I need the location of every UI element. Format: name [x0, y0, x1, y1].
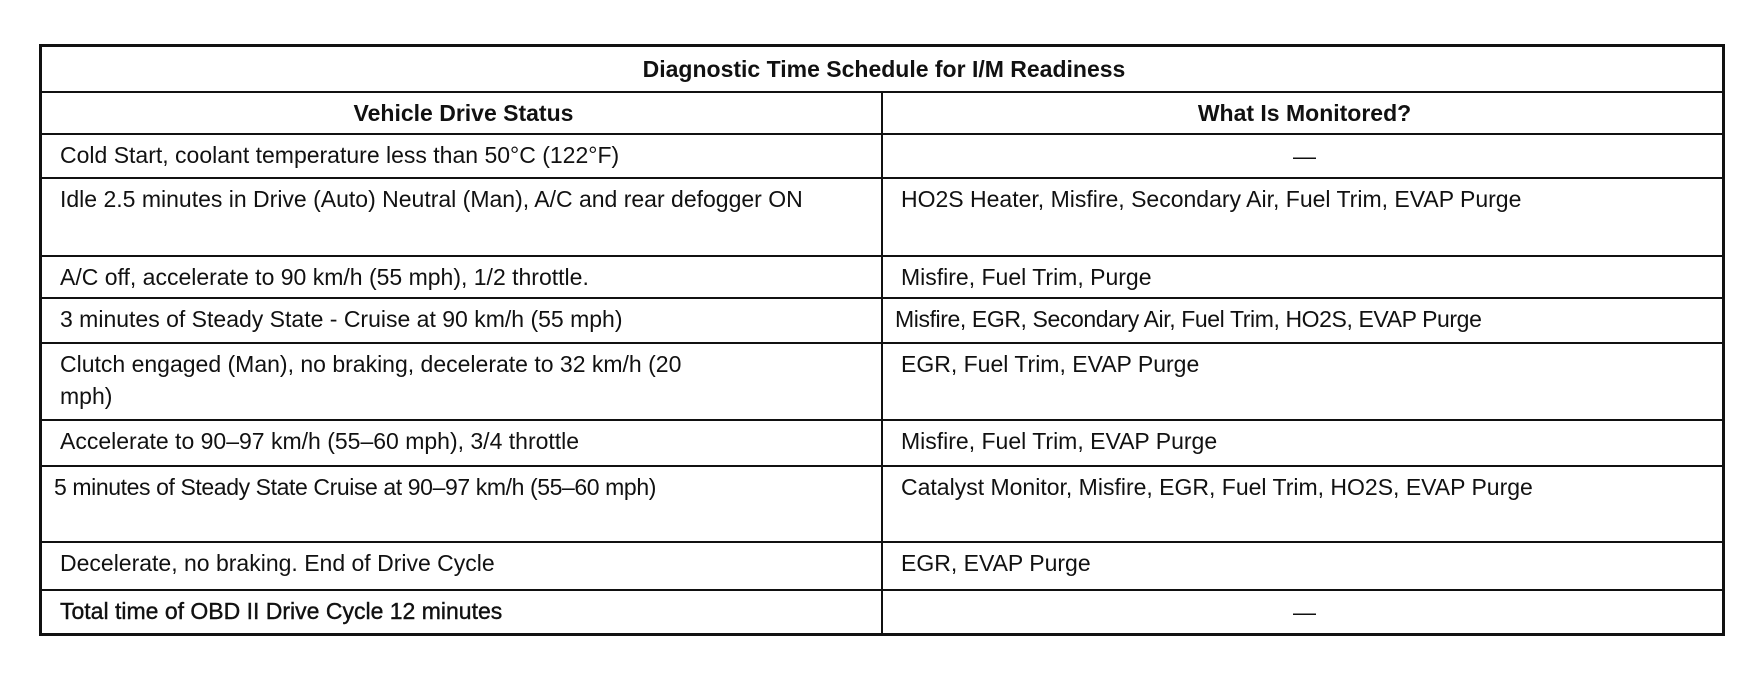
table-row: Decelerate, no braking. End of Drive Cyc… — [39, 540, 1725, 591]
drive-status-cell: Idle 2.5 minutes in Drive (Auto) Neutral… — [39, 176, 883, 257]
monitored-cell: — — [881, 132, 1725, 179]
table-row: Clutch engaged (Man), no braking, decele… — [39, 341, 1725, 421]
drive-status-cell: 3 minutes of Steady State - Cruise at 90… — [39, 296, 883, 344]
drive-status-cell: Decelerate, no braking. End of Drive Cyc… — [39, 540, 883, 591]
column-header-what-is-monitored: What Is Monitored? — [881, 90, 1725, 135]
table-row: 3 minutes of Steady State - Cruise at 90… — [39, 296, 1725, 344]
table-row: 5 minutes of Steady State Cruise at 90–9… — [39, 464, 1725, 543]
monitored-cell: Misfire, Fuel Trim, Purge — [881, 254, 1725, 299]
table-row: Total time of OBD II Drive Cycle 12 minu… — [39, 588, 1725, 636]
table-row: Idle 2.5 minutes in Drive (Auto) Neutral… — [39, 176, 1725, 257]
table-row: A/C off, accelerate to 90 km/h (55 mph),… — [39, 254, 1725, 299]
monitored-cell: EGR, EVAP Purge — [881, 540, 1725, 591]
table-title: Diagnostic Time Schedule for I/M Readine… — [39, 44, 1725, 93]
table-row: Cold Start, coolant temperature less tha… — [39, 132, 1725, 179]
monitored-cell: Catalyst Monitor, Misfire, EGR, Fuel Tri… — [881, 464, 1725, 543]
drive-status-cell: 5 minutes of Steady State Cruise at 90–9… — [39, 464, 883, 543]
monitored-cell: EGR, Fuel Trim, EVAP Purge — [881, 341, 1725, 421]
drive-status-cell: Total time of OBD II Drive Cycle 12 minu… — [39, 588, 883, 636]
diagnostic-time-schedule-table: Diagnostic Time Schedule for I/M Readine… — [39, 44, 1725, 636]
drive-status-cell: Accelerate to 90–97 km/h (55–60 mph), 3/… — [39, 418, 883, 467]
drive-status-cell: Clutch engaged (Man), no braking, decele… — [39, 341, 883, 421]
drive-status-cell: Cold Start, coolant temperature less tha… — [39, 132, 883, 179]
column-header-vehicle-drive-status: Vehicle Drive Status — [39, 90, 883, 135]
table-row: Accelerate to 90–97 km/h (55–60 mph), 3/… — [39, 418, 1725, 467]
monitored-cell: HO2S Heater, Misfire, Secondary Air, Fue… — [881, 176, 1725, 257]
monitored-cell: — — [881, 588, 1725, 636]
monitored-cell: Misfire, EGR, Secondary Air, Fuel Trim, … — [881, 296, 1725, 344]
monitored-cell: Misfire, Fuel Trim, EVAP Purge — [881, 418, 1725, 467]
drive-status-cell: A/C off, accelerate to 90 km/h (55 mph),… — [39, 254, 883, 299]
